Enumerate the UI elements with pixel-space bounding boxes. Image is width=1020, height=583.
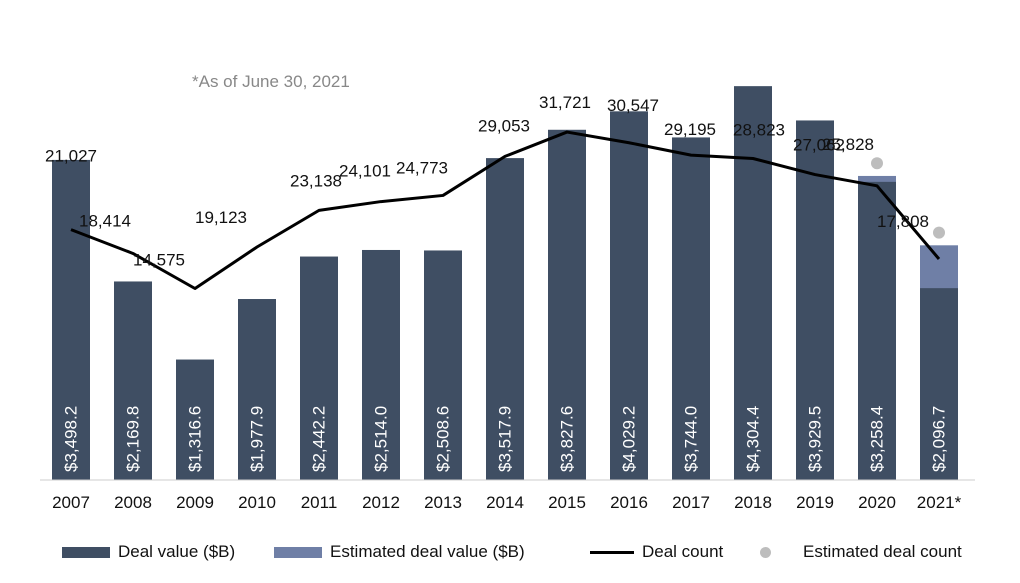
legend-swatch-deal-count: [590, 550, 634, 554]
deal-value-bar: [672, 137, 710, 480]
deal-count-label: 24,101: [339, 162, 391, 181]
deal-value-bar: [796, 120, 834, 481]
as-of-note: *As of June 30, 2021: [192, 72, 350, 91]
legend-deal-count: Deal count: [590, 540, 723, 564]
deal-value-bar: [362, 249, 400, 480]
estimated-count-dot: [933, 226, 945, 239]
deal-value-label: $3,929.5: [806, 406, 825, 472]
deal-value-bar: [52, 159, 90, 480]
deal-value-label: $3,744.0: [682, 406, 701, 472]
deal-count-label: 31,721: [539, 93, 591, 112]
deal-value-bar: [424, 250, 462, 480]
legend-label-deal-value: Deal value ($B): [118, 542, 236, 561]
legend-deal-value: Deal value ($B): [62, 540, 235, 564]
x-tick-label: 2009: [176, 493, 214, 512]
deal-value-bar: [858, 181, 896, 481]
estimated-count-dots: [871, 157, 945, 239]
deal-value-label: $2,169.8: [124, 406, 143, 472]
x-tick-label: 2020: [858, 493, 896, 512]
deal-value-bar: [734, 86, 772, 480]
deal-count-label: 25,828: [822, 135, 874, 154]
x-tick-label: 2018: [734, 493, 772, 512]
deal-value-label: $3,498.2: [62, 406, 81, 472]
legend-label-estimated-count: Estimated deal count: [803, 542, 962, 561]
deal-count-line: [70, 130, 941, 290]
x-axis-labels: 2007 2008 2009 2010 2011 2012 2013 2014 2015 2016…: [52, 493, 962, 512]
deal-value-label: $3,517.9: [496, 406, 515, 472]
x-tick-label: 2007: [52, 493, 90, 512]
legend-swatch-deal-value: [62, 546, 110, 558]
x-tick-label: 2015: [548, 493, 586, 512]
deal-value-bar: [300, 256, 338, 480]
deal-value-label: $4,304.4: [744, 406, 763, 472]
x-tick-label: 2019: [796, 493, 834, 512]
x-tick-label: 2013: [424, 493, 462, 512]
legend-estimated-count: Estimated deal count: [746, 540, 962, 564]
deal-count-label: 14,575: [133, 251, 185, 270]
deal-value-label: $2,096.7: [930, 406, 949, 472]
value-labels-layer: $3,498.2 $2,169.8 $1,316.6 $1,977.9 $2,442.2…: [62, 406, 949, 472]
estimated-count-dot: [871, 157, 883, 170]
legend-label-deal-count: Deal count: [642, 542, 724, 561]
x-tick-label: 2008: [114, 493, 152, 512]
x-tick-label: 2012: [362, 493, 400, 512]
deal-value-label: $3,827.6: [558, 406, 577, 472]
deal-value-bar: [486, 158, 524, 480]
deal-count-label: 24,773: [396, 158, 448, 177]
deal-count-label: 19,123: [195, 208, 247, 227]
deal-count-line-layer: [70, 130, 941, 290]
deal-count-label: 17,808: [877, 212, 929, 231]
deal-value-label: $1,316.6: [186, 406, 205, 472]
deal-count-label: 29,053: [478, 116, 530, 135]
x-tick-label: 2011: [301, 493, 338, 512]
deal-value-bar: [610, 111, 648, 481]
legend-estimated-value: Estimated deal value ($B): [274, 540, 525, 564]
deal-count-label: 18,414: [79, 211, 131, 230]
x-tick-label: 2016: [610, 493, 648, 512]
deal-value-label: $2,514.0: [372, 406, 391, 472]
deal-value-label: $2,442.2: [310, 406, 329, 472]
bars-layer: [52, 86, 958, 481]
deal-value-label: $2,508.6: [434, 406, 453, 472]
deal-value-bar: [176, 359, 214, 480]
x-tick-label: 2010: [238, 493, 276, 512]
deal-count-label: 27,062: [793, 136, 845, 155]
x-tick-label: 2017: [672, 493, 710, 512]
deal-value-label: $4,029.2: [620, 406, 639, 472]
deal-value-label: $3,258.4: [868, 406, 887, 472]
deal-value-bar: [920, 288, 958, 480]
deal-value-bar: [114, 281, 152, 480]
legend-swatch-estimated-value: [274, 546, 322, 558]
deal-count-label: 29,195: [664, 120, 716, 139]
deal-value-label: $1,977.9: [248, 406, 267, 472]
legend-swatch-estimated-count: [760, 546, 771, 558]
x-tick-label: 2014: [486, 493, 524, 512]
deal-value-bar: [548, 129, 586, 480]
legend: Deal value ($B) Estimated deal value ($B…: [0, 540, 1020, 564]
legend-label-estimated-value: Estimated deal value ($B): [330, 542, 525, 561]
x-tick-label: 2021*: [917, 493, 962, 512]
deal-count-label: 30,547: [607, 96, 659, 115]
deal-count-label: 23,138: [290, 171, 342, 190]
deal-value-bar: [238, 299, 276, 480]
deal-count-label: 28,823: [733, 120, 785, 139]
deal-count-label: 21,027: [45, 147, 97, 166]
